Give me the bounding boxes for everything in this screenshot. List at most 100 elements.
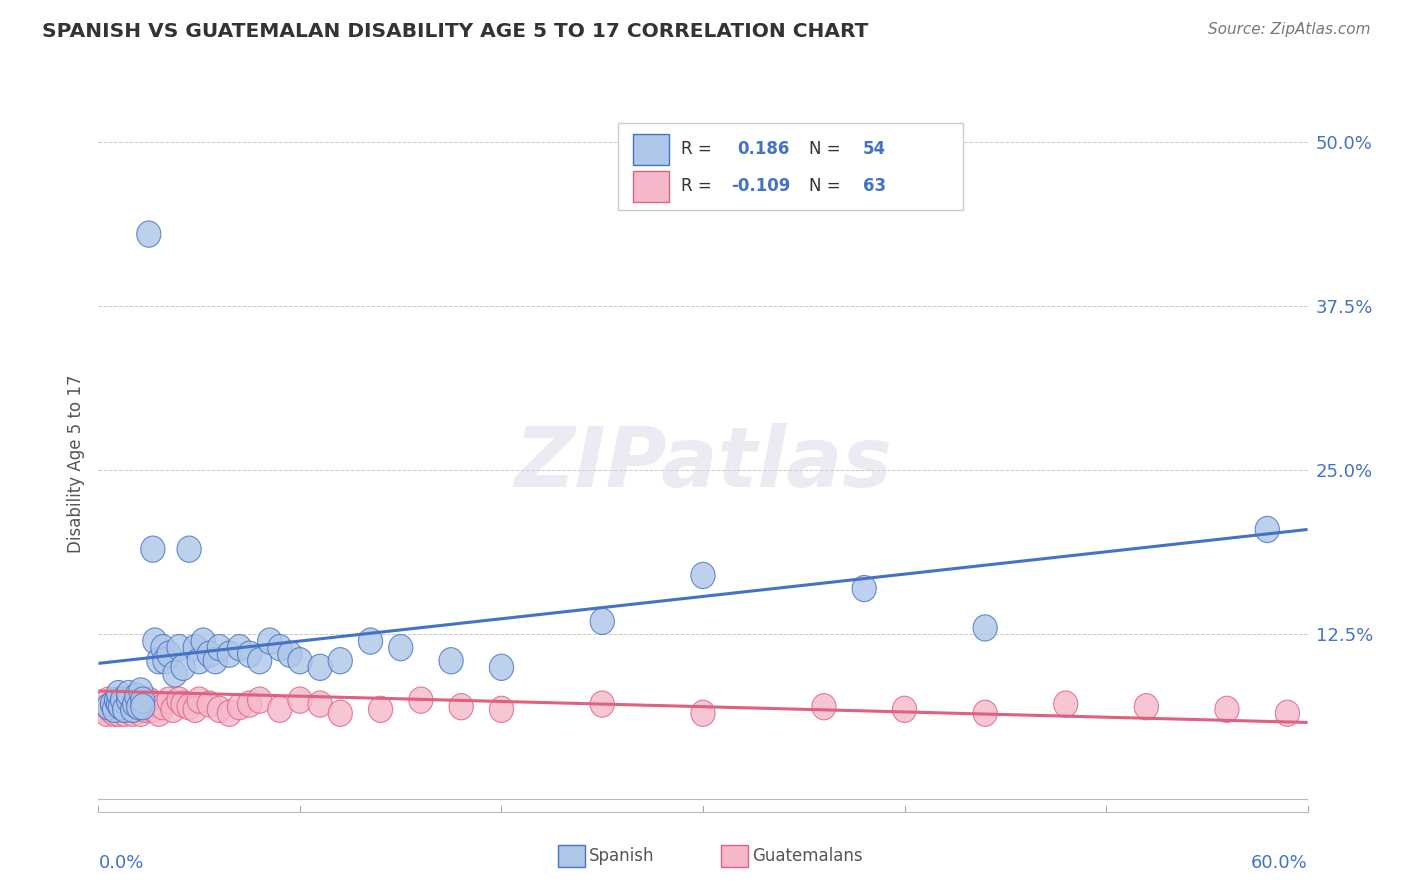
Text: R =: R = <box>682 178 711 195</box>
Ellipse shape <box>117 696 141 723</box>
Ellipse shape <box>104 687 129 714</box>
Ellipse shape <box>172 691 195 717</box>
Ellipse shape <box>228 694 252 720</box>
Ellipse shape <box>121 696 145 723</box>
Ellipse shape <box>187 687 211 714</box>
Ellipse shape <box>121 700 145 726</box>
Ellipse shape <box>207 634 232 661</box>
Text: 0.186: 0.186 <box>737 140 789 159</box>
Ellipse shape <box>131 694 155 720</box>
Ellipse shape <box>973 700 997 726</box>
Ellipse shape <box>112 700 136 726</box>
Ellipse shape <box>1256 516 1279 542</box>
Ellipse shape <box>191 628 215 654</box>
Text: 60.0%: 60.0% <box>1251 854 1308 871</box>
Ellipse shape <box>247 648 271 673</box>
Ellipse shape <box>108 694 132 720</box>
Ellipse shape <box>308 654 332 681</box>
Ellipse shape <box>160 696 186 723</box>
Ellipse shape <box>93 691 117 717</box>
Ellipse shape <box>97 694 121 720</box>
Ellipse shape <box>107 700 131 726</box>
Ellipse shape <box>1135 694 1159 720</box>
Ellipse shape <box>122 691 146 717</box>
Text: 54: 54 <box>863 140 886 159</box>
Ellipse shape <box>328 648 353 673</box>
Ellipse shape <box>104 687 129 714</box>
Ellipse shape <box>167 634 191 661</box>
Ellipse shape <box>157 641 181 667</box>
Text: Guatemalans: Guatemalans <box>752 847 863 865</box>
Ellipse shape <box>127 694 150 720</box>
Ellipse shape <box>143 628 167 654</box>
Text: -0.109: -0.109 <box>731 178 790 195</box>
Ellipse shape <box>122 694 146 720</box>
Ellipse shape <box>143 691 167 717</box>
Ellipse shape <box>97 694 121 720</box>
Ellipse shape <box>117 687 141 714</box>
Ellipse shape <box>100 691 125 717</box>
Ellipse shape <box>107 696 131 723</box>
Ellipse shape <box>153 648 177 673</box>
Text: 63: 63 <box>863 178 886 195</box>
Ellipse shape <box>177 536 201 562</box>
Ellipse shape <box>288 648 312 673</box>
Ellipse shape <box>197 641 221 667</box>
Text: SPANISH VS GUATEMALAN DISABILITY AGE 5 TO 17 CORRELATION CHART: SPANISH VS GUATEMALAN DISABILITY AGE 5 T… <box>42 22 869 41</box>
Ellipse shape <box>811 694 837 720</box>
Ellipse shape <box>107 681 131 706</box>
Ellipse shape <box>489 654 513 681</box>
Bar <box>633 171 669 202</box>
Ellipse shape <box>122 696 146 723</box>
Ellipse shape <box>177 694 201 720</box>
Ellipse shape <box>127 691 150 717</box>
Ellipse shape <box>893 696 917 723</box>
Ellipse shape <box>183 696 207 723</box>
Ellipse shape <box>136 687 160 714</box>
Ellipse shape <box>449 694 474 720</box>
Ellipse shape <box>218 641 242 667</box>
Text: ZIPatlas: ZIPatlas <box>515 424 891 504</box>
Ellipse shape <box>183 634 207 661</box>
Ellipse shape <box>368 696 392 723</box>
Ellipse shape <box>690 562 716 589</box>
Ellipse shape <box>197 691 221 717</box>
Ellipse shape <box>111 687 135 714</box>
Ellipse shape <box>111 696 135 723</box>
Ellipse shape <box>328 700 353 726</box>
Ellipse shape <box>157 687 181 714</box>
Ellipse shape <box>278 641 302 667</box>
Ellipse shape <box>218 700 242 726</box>
Ellipse shape <box>98 696 122 723</box>
Ellipse shape <box>1215 696 1239 723</box>
Ellipse shape <box>228 634 252 661</box>
Ellipse shape <box>238 691 262 717</box>
Text: Spanish: Spanish <box>589 847 655 865</box>
Ellipse shape <box>100 691 125 717</box>
Ellipse shape <box>207 696 232 723</box>
Y-axis label: Disability Age 5 to 17: Disability Age 5 to 17 <box>66 375 84 553</box>
Ellipse shape <box>107 691 131 717</box>
Bar <box>558 845 585 867</box>
Ellipse shape <box>591 691 614 717</box>
Ellipse shape <box>141 536 165 562</box>
Ellipse shape <box>852 575 876 602</box>
Ellipse shape <box>247 687 271 714</box>
Ellipse shape <box>1053 691 1078 717</box>
Ellipse shape <box>117 681 141 706</box>
Text: Source: ZipAtlas.com: Source: ZipAtlas.com <box>1208 22 1371 37</box>
Ellipse shape <box>257 628 281 654</box>
Ellipse shape <box>103 700 127 726</box>
Ellipse shape <box>439 648 463 673</box>
Ellipse shape <box>114 694 139 720</box>
Ellipse shape <box>409 687 433 714</box>
Ellipse shape <box>204 648 228 673</box>
Text: R =: R = <box>682 140 711 159</box>
Ellipse shape <box>131 687 155 714</box>
Text: N =: N = <box>810 178 841 195</box>
Ellipse shape <box>267 634 292 661</box>
Ellipse shape <box>103 694 127 720</box>
Bar <box>633 134 669 165</box>
Ellipse shape <box>489 696 513 723</box>
Ellipse shape <box>163 661 187 687</box>
